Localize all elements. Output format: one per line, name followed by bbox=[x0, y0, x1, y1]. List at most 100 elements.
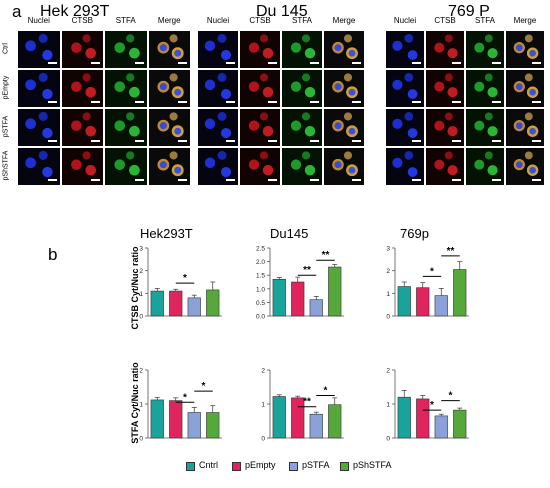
micrograph-tile bbox=[281, 69, 323, 108]
y-tick-label-ctsb-769: 1 bbox=[386, 291, 390, 298]
cellline-title-769: 769 P bbox=[448, 3, 490, 20]
micrograph-tile bbox=[465, 147, 505, 186]
scale-bar bbox=[412, 62, 421, 64]
bar-ctsb-du-pstfa bbox=[309, 299, 323, 317]
micrograph-tile bbox=[425, 108, 465, 147]
scale-bar bbox=[91, 62, 100, 64]
y-tick-label-ctsb-du: 0.0 bbox=[256, 314, 265, 321]
scale-bar bbox=[268, 62, 277, 64]
legend-label-cntrl: Cntrl bbox=[199, 460, 219, 470]
scale-bar bbox=[532, 62, 541, 64]
col-head-du-stfa: STFA bbox=[291, 16, 312, 25]
sig-label-ctsb-hek: * bbox=[183, 273, 187, 284]
micrograph-tile bbox=[147, 147, 191, 186]
y-tick-label-stfa-769: 1 bbox=[386, 402, 390, 409]
y-tick-label-ctsb-du: 0.5 bbox=[256, 300, 265, 307]
micrograph-tile bbox=[385, 147, 425, 186]
bar-stfa-du-pshstfa bbox=[328, 404, 342, 439]
scale-bar bbox=[134, 179, 144, 181]
y-tick-label-stfa-hek: 2 bbox=[139, 368, 143, 375]
micrograph-tile bbox=[239, 147, 281, 186]
scale-bar bbox=[492, 62, 501, 64]
legend-swatch-cntrl bbox=[186, 462, 195, 471]
scale-bar bbox=[532, 179, 541, 181]
sig-label-ctsb-du: ** bbox=[303, 265, 311, 276]
scale-bar bbox=[91, 140, 100, 142]
scale-bar bbox=[532, 140, 541, 142]
col-head-769-stfa: STFA bbox=[474, 16, 495, 25]
col-head-hek-stfa: STFA bbox=[115, 16, 136, 25]
scale-bar bbox=[532, 101, 541, 103]
y-tick-label-ctsb-hek: 1 bbox=[139, 291, 143, 298]
scale-bar bbox=[178, 101, 187, 103]
bar-charts: 0123*0.00.51.01.52.02.5****0123***012**0… bbox=[139, 246, 469, 443]
y-tick-label-stfa-hek: 1 bbox=[139, 402, 143, 409]
sig-label-stfa-769: * bbox=[430, 400, 434, 411]
y-tick-label-stfa-du: 2 bbox=[261, 368, 265, 375]
chart-col-title-du: Du145 bbox=[270, 226, 309, 241]
col-head-du-nuclei: Nuclei bbox=[206, 16, 230, 25]
micrograph-tile bbox=[147, 30, 191, 69]
micrograph-tile bbox=[425, 69, 465, 108]
col-head-769-merge: Merge bbox=[513, 16, 537, 25]
micrograph-tile bbox=[425, 30, 465, 69]
col-head-hek-ctsb: CTSB bbox=[71, 16, 93, 25]
bar-stfa-hek-cntrl bbox=[150, 399, 164, 439]
col-head-769-nuclei: Nuclei bbox=[393, 16, 417, 25]
micrograph-tile bbox=[147, 108, 191, 147]
panel-b-letter: b bbox=[48, 245, 58, 264]
scale-bar bbox=[268, 101, 277, 103]
micrograph-tile bbox=[505, 69, 545, 108]
y-tick-label-ctsb-769: 3 bbox=[386, 246, 390, 253]
chart-col-title-hek: Hek293T bbox=[140, 226, 193, 241]
bar-stfa-769-pempty bbox=[416, 398, 430, 439]
bar-ctsb-du-cntrl bbox=[272, 278, 286, 317]
scale-bar bbox=[226, 179, 235, 181]
micrograph-tile bbox=[385, 108, 425, 147]
micrograph-tile bbox=[104, 147, 148, 186]
scale-bar bbox=[47, 62, 57, 64]
scale-bar bbox=[452, 179, 461, 181]
micrograph-tile bbox=[60, 30, 104, 69]
micrograph-tile bbox=[147, 69, 191, 108]
bar-ctsb-769-pshstfa bbox=[453, 269, 467, 317]
scale-bar bbox=[452, 140, 461, 142]
bar-ctsb-769-pempty bbox=[416, 287, 430, 317]
scale-bar bbox=[47, 101, 57, 103]
micrograph-tile bbox=[281, 30, 323, 69]
scale-bar bbox=[492, 179, 501, 181]
legend-swatch-pempty bbox=[232, 462, 241, 471]
micrograph-tile bbox=[197, 30, 239, 69]
micrograph-tile bbox=[197, 108, 239, 147]
legend: Cntrl pEmpty pSTFA pShSTFA bbox=[186, 459, 426, 473]
y-tick-label-ctsb-du: 1.5 bbox=[256, 273, 265, 280]
micrograph-tile bbox=[385, 30, 425, 69]
bar-ctsb-du-pshstfa bbox=[328, 266, 342, 317]
micrograph-tile bbox=[465, 108, 505, 147]
col-head-du-merge: Merge bbox=[332, 16, 356, 25]
cellline-title-hek: Hek 293T bbox=[40, 3, 110, 20]
sig-label-stfa-du: ** bbox=[303, 397, 311, 408]
legend-label-pshstfa: pShSTFA bbox=[353, 460, 392, 470]
micrograph-tile bbox=[197, 147, 239, 186]
micrograph-tile bbox=[385, 69, 425, 108]
micrograph-tile bbox=[239, 108, 281, 147]
y-tick-label-ctsb-769: 2 bbox=[386, 268, 390, 275]
micrograph-tile bbox=[465, 69, 505, 108]
scale-bar bbox=[268, 140, 277, 142]
bar-stfa-769-pshstfa bbox=[453, 409, 467, 439]
micrograph-tile bbox=[465, 30, 505, 69]
bar-stfa-du-cntrl bbox=[272, 396, 286, 439]
bar-stfa-hek-pempty bbox=[169, 400, 183, 439]
scale-bar bbox=[492, 140, 501, 142]
micrograph-tile bbox=[425, 147, 465, 186]
scale-bar bbox=[412, 101, 421, 103]
bar-stfa-769-pstfa bbox=[434, 415, 448, 439]
sig-label-ctsb-769: * bbox=[430, 266, 434, 277]
cellline-title-du: Du 145 bbox=[256, 3, 308, 20]
micrograph-tile bbox=[281, 147, 323, 186]
col-head-du-ctsb: CTSB bbox=[249, 16, 271, 25]
y-tick-label-stfa-769: 0 bbox=[386, 436, 390, 443]
y-tick-label-ctsb-du: 2.5 bbox=[256, 246, 265, 253]
bar-stfa-hek-pstfa bbox=[187, 412, 201, 439]
